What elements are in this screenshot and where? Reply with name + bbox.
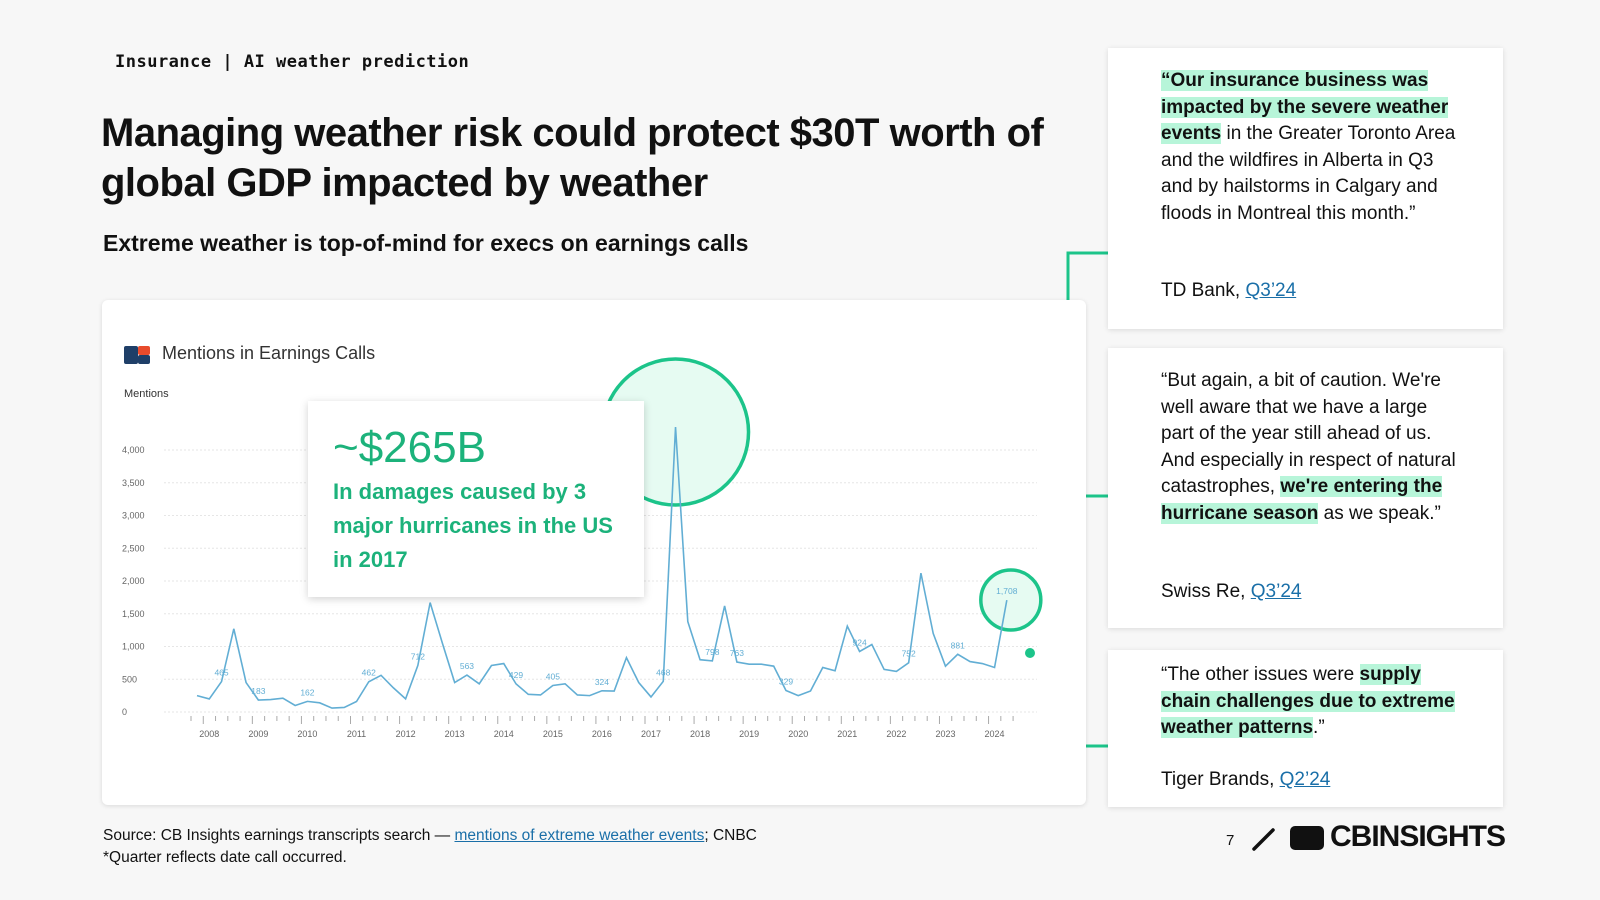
source-link[interactable]: mentions of extreme weather events xyxy=(454,827,705,844)
connector-dot xyxy=(1025,648,1035,658)
callout-box: ~$265B In damages caused by 3 major hurr… xyxy=(308,401,644,597)
data-label: 405 xyxy=(546,671,560,681)
x-tick-label: 2020 xyxy=(788,729,808,739)
y-tick-label: 500 xyxy=(122,674,137,684)
data-label: 465 xyxy=(214,668,228,678)
chart-card: Mentions in Earnings Calls Mentions 0 500… xyxy=(102,300,1086,805)
brand-wordmark: CBINSIGHTS xyxy=(1330,820,1506,853)
latest-highlight-circle xyxy=(979,568,1043,632)
quote-pre: “The other issues were xyxy=(1161,664,1360,685)
data-label: 183 xyxy=(251,686,265,696)
x-tick-label: 2013 xyxy=(445,729,465,739)
data-label: 324 xyxy=(595,677,609,687)
data-label: 329 xyxy=(779,676,793,686)
quote-source-name: Tiger Brands, xyxy=(1161,769,1280,790)
quote-pre: “But again, a bit of caution. We're well… xyxy=(1161,370,1456,497)
quote-text: “Our insurance business was impacted by … xyxy=(1161,68,1461,227)
callout-value: ~$265B xyxy=(333,423,486,472)
chart-title: Mentions in Earnings Calls xyxy=(162,343,376,363)
data-label: 429 xyxy=(509,670,523,680)
y-tick-label: 3,500 xyxy=(122,478,145,488)
quote-rest: as we speak.” xyxy=(1318,502,1441,524)
y-tick-label: 3,000 xyxy=(122,511,145,521)
x-tick-label: 2015 xyxy=(543,729,563,739)
x-tick-label: 2022 xyxy=(886,729,906,739)
quote-text: “But again, a bit of caution. We're well… xyxy=(1161,368,1461,527)
quote-source: TD Bank, Q3’24 xyxy=(1161,280,1296,302)
quote-source-name: Swiss Re, xyxy=(1161,581,1251,602)
quote-card-swiss-re: “But again, a bit of caution. We're well… xyxy=(1108,348,1503,628)
data-label: 563 xyxy=(460,661,474,671)
quote-rest: .” xyxy=(1313,717,1325,738)
cb-brand-icon xyxy=(1290,826,1324,850)
y-tick-label: 0 xyxy=(122,707,127,717)
page-title: Managing weather risk could protect $30T… xyxy=(101,111,1044,205)
data-label: 798 xyxy=(705,647,719,657)
data-label: 924 xyxy=(852,637,866,647)
series-line xyxy=(196,427,1008,709)
quote-source-name: TD Bank, xyxy=(1161,280,1246,301)
x-tick-label: 2023 xyxy=(935,729,955,739)
data-label: 462 xyxy=(362,668,376,678)
x-tick-label: 2024 xyxy=(985,729,1005,739)
quote-card-tiger-brands: “The other issues were supply chain chal… xyxy=(1108,650,1503,807)
cb-logo-icon xyxy=(124,346,150,364)
x-tick-label: 2009 xyxy=(248,729,268,739)
quote-text: “The other issues were supply chain chal… xyxy=(1161,662,1461,742)
quote-card-td-bank: “Our insurance business was impacted by … xyxy=(1108,48,1503,329)
x-tick-label: 2019 xyxy=(739,729,759,739)
quote-highlight: “Our insurance business was impacted by … xyxy=(1161,70,1449,144)
y-tick-label: 2,000 xyxy=(122,576,145,586)
x-tick-label: 2018 xyxy=(690,729,710,739)
x-tick-label: 2011 xyxy=(347,729,366,739)
quote-source-link[interactable]: Q3’24 xyxy=(1250,581,1302,602)
callout-text: In damages caused by 3 major hurricanes … xyxy=(333,479,613,572)
y-tick-label: 2,500 xyxy=(122,543,145,553)
data-label: 1,708 xyxy=(996,586,1018,596)
quote-source: Tiger Brands, Q2’24 xyxy=(1161,769,1330,791)
data-label: 752 xyxy=(902,649,916,659)
slash-icon xyxy=(1252,828,1275,851)
footnote: *Quarter reflects date call occurred. xyxy=(103,849,347,866)
quote-source: Swiss Re, Q3’24 xyxy=(1161,581,1301,603)
quote-source-link[interactable]: Q3’24 xyxy=(1245,280,1297,301)
x-tick-label: 2012 xyxy=(396,729,416,739)
quote-source-link[interactable]: Q2’24 xyxy=(1279,769,1331,790)
data-label: 712 xyxy=(411,651,425,661)
x-tick-label: 2017 xyxy=(641,729,661,739)
source-prefix: Source: CB Insights earnings transcripts… xyxy=(103,827,455,844)
data-label: 162 xyxy=(300,687,314,697)
quote-rest: in the Greater Toronto Area and the wild… xyxy=(1161,123,1456,224)
x-tick-label: 2021 xyxy=(837,729,857,739)
x-tick-label: 2016 xyxy=(592,729,612,739)
topic-label: Insurance | AI weather prediction xyxy=(115,52,470,72)
data-label: 763 xyxy=(730,648,744,658)
source-suffix: ; CNBC xyxy=(704,827,757,844)
x-tick-label: 2014 xyxy=(494,729,514,739)
page-number: 7 xyxy=(1226,832,1235,849)
y-tick-label: 1,500 xyxy=(122,609,145,619)
x-tick-label: 2010 xyxy=(297,729,317,739)
data-label: 881 xyxy=(951,640,965,650)
x-tick-label: 2008 xyxy=(199,729,219,739)
y-tick-label: 4,000 xyxy=(122,445,145,455)
y-axis-label: Mentions xyxy=(124,388,169,400)
source-note: Source: CB Insights earnings transcripts… xyxy=(103,825,757,869)
page-subtitle: Extreme weather is top-of-mind for execs… xyxy=(103,230,749,256)
data-label: 468 xyxy=(656,667,670,677)
y-tick-label: 1,000 xyxy=(122,642,145,652)
